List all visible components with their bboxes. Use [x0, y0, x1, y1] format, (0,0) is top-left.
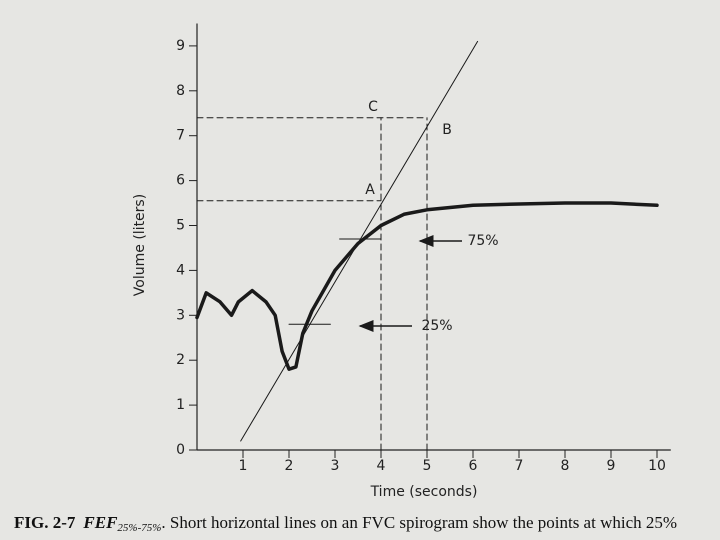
caption-term: FEF — [82, 513, 118, 532]
caption: FIG. 2-7 FEF25%-75%. Short horizontal lin… — [14, 513, 677, 534]
y-axis-label: Volume (liters) — [132, 194, 148, 296]
x-tick-label: 4 — [377, 458, 386, 474]
series-line — [195, 201, 659, 371]
series-line — [240, 40, 479, 442]
x-tick-label: 3 — [331, 458, 340, 474]
caption-label: FIG. 2-7 — [14, 513, 76, 532]
caption-subscript: 25%-75% — [117, 522, 161, 534]
x-axis-label: Time (seconds) — [370, 484, 478, 500]
y-tick-label: 6 — [176, 173, 185, 189]
y-tick-label: 4 — [176, 262, 185, 278]
y-tick-label: 5 — [176, 218, 185, 234]
x-tick-label: 10 — [648, 458, 666, 474]
x-tick-label: 2 — [285, 458, 294, 474]
y-tick-label: 0 — [176, 442, 185, 458]
x-tick-label: 9 — [607, 458, 616, 474]
y-tick-label: 1 — [176, 397, 185, 413]
y-tick-label: 2 — [176, 352, 185, 368]
x-tick-label: 5 — [423, 458, 432, 474]
annotation: B — [442, 122, 452, 138]
annotation: 75% — [467, 233, 498, 249]
annotation: C — [368, 99, 378, 115]
y-tick-label: 3 — [176, 307, 185, 323]
annotation: 25% — [421, 318, 452, 334]
x-tick-label: 1 — [239, 458, 248, 474]
y-tick-label: 7 — [176, 128, 185, 144]
x-tick-label: 7 — [515, 458, 524, 474]
x-tick-label: 8 — [561, 458, 570, 474]
x-tick-label: 6 — [469, 458, 478, 474]
caption-text: . Short horizontal lines on an FVC spiro… — [161, 513, 677, 532]
y-tick-label: 9 — [176, 38, 185, 54]
annotation: A — [365, 182, 375, 198]
y-tick-label: 8 — [176, 83, 185, 99]
